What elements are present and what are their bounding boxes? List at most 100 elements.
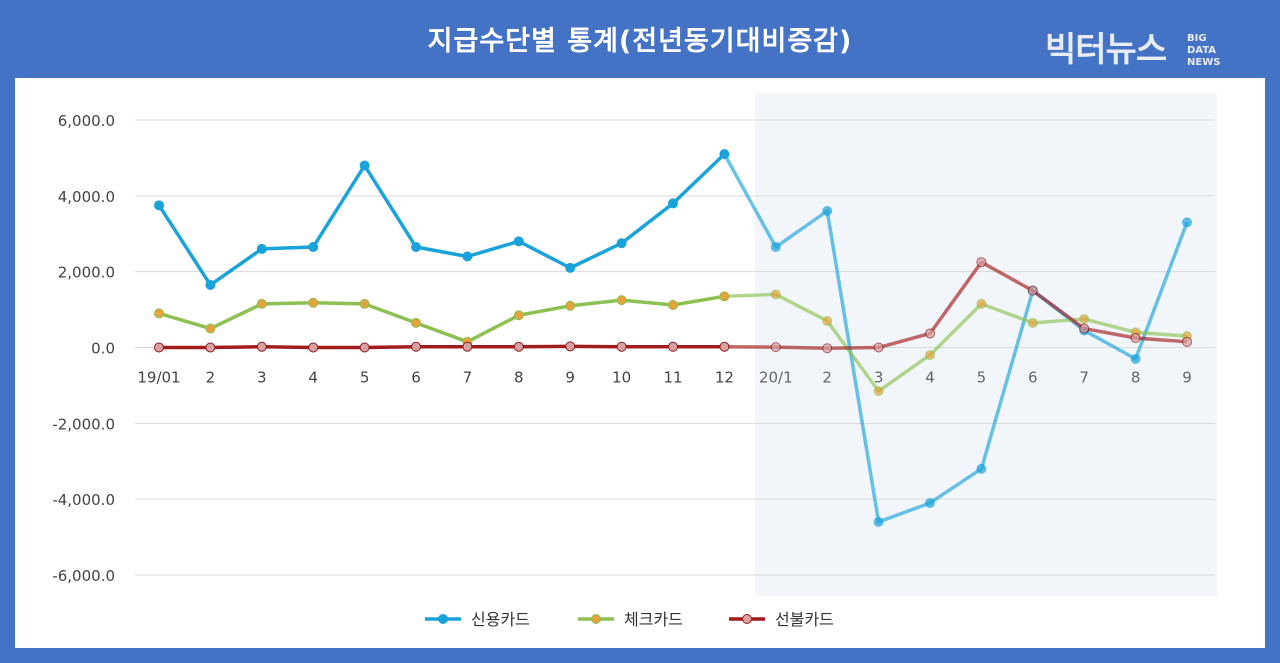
- logo-sub-line: NEWS: [1187, 57, 1221, 68]
- data-point: [513, 341, 524, 352]
- data-point: [154, 308, 164, 319]
- data-point: [719, 149, 730, 160]
- data-point: [205, 279, 216, 290]
- legend-label: 선불카드: [775, 610, 834, 629]
- logo-sub-line: DATA: [1187, 45, 1217, 56]
- series-line: [724, 292, 1188, 393]
- data-point: [308, 297, 319, 308]
- data-point: [256, 298, 267, 309]
- data-point: [256, 243, 267, 254]
- data-point: [822, 315, 833, 326]
- data-point: [565, 341, 576, 352]
- x-tick-label: 10: [612, 369, 631, 387]
- data-point: [873, 386, 884, 397]
- data-point: [719, 341, 730, 352]
- data-point: [770, 342, 781, 353]
- data-point: [1079, 323, 1090, 334]
- data-point: [462, 251, 473, 262]
- data-point: [205, 342, 216, 353]
- data-point: [976, 463, 987, 474]
- data-point: [976, 257, 987, 268]
- data-point: [668, 198, 678, 209]
- y-tick-label: 0.0: [91, 340, 115, 358]
- chart-panel: 6,000.0 4,000.0 2,000.0 0.0 -2,000.0 -4,000.0…: [15, 78, 1265, 648]
- series-line: [159, 344, 725, 350]
- data-point: [925, 497, 935, 508]
- data-point: [616, 295, 627, 306]
- logo-subtext: BIG DATA NEWS: [1187, 33, 1220, 69]
- data-point: [513, 236, 524, 247]
- y-tick-label: -6,000.0: [52, 567, 115, 585]
- data-point: [154, 200, 164, 211]
- legend-label: 체크카드: [624, 610, 683, 629]
- line-chart: 6,000.0 4,000.0 2,000.0 0.0 -2,000.0 -4,000.0…: [52, 93, 1217, 629]
- data-point: [873, 516, 884, 527]
- data-point: [154, 342, 164, 353]
- legend-swatch-marker: [742, 614, 752, 624]
- x-tick-label: 3: [257, 369, 267, 387]
- x-tick-label: 7: [463, 369, 473, 387]
- data-point: [668, 341, 678, 352]
- data-point: [359, 160, 370, 171]
- y-tick-label: -4,000.0: [52, 491, 115, 509]
- x-tick-label: 2: [206, 369, 216, 387]
- data-point: [411, 317, 421, 328]
- legend-swatch-marker: [591, 614, 601, 624]
- data-point: [1079, 314, 1090, 325]
- data-point: [308, 342, 319, 353]
- x-tick-label: 8: [514, 369, 524, 387]
- data-point: [565, 262, 576, 273]
- data-point: [513, 310, 524, 321]
- data-point: [1130, 333, 1141, 344]
- x-tick-label: 7: [1079, 369, 1089, 387]
- data-point: [565, 300, 576, 311]
- x-tick-label: 8: [1131, 369, 1141, 387]
- data-point: [925, 350, 935, 361]
- data-point: [205, 323, 216, 334]
- data-point: [616, 341, 627, 352]
- x-tick-label: 5: [360, 369, 370, 387]
- y-tick-label: 6,000.0: [58, 112, 115, 130]
- legend-swatch-marker: [438, 614, 448, 624]
- series-line: [722, 153, 1189, 524]
- data-point: [359, 342, 370, 353]
- x-tick-label: 5: [977, 369, 987, 387]
- data-point: [976, 298, 987, 309]
- logo-sub-line: BIG: [1187, 33, 1207, 44]
- data-point: [411, 341, 421, 352]
- data-point: [308, 242, 319, 253]
- y-tick-label: 4,000.0: [58, 188, 115, 206]
- data-point: [411, 242, 421, 253]
- data-point: [719, 291, 730, 302]
- data-point: [1027, 317, 1038, 328]
- x-tick-label: 2: [822, 369, 832, 387]
- x-tick-label: 3: [874, 369, 884, 387]
- data-point: [770, 289, 781, 300]
- data-point: [1182, 217, 1192, 228]
- data-point: [822, 206, 833, 216]
- data-point: [770, 242, 781, 253]
- x-tick-label: 4: [925, 369, 935, 387]
- x-tick-label: 6: [411, 369, 421, 387]
- logo-wordmark: 빅터뉴스: [1045, 30, 1167, 70]
- x-tick-label: 9: [565, 369, 575, 387]
- x-tick-label: 6: [1028, 369, 1038, 387]
- x-tick-label: 12: [715, 369, 734, 387]
- series-line: [157, 152, 726, 287]
- data-point: [462, 341, 473, 352]
- data-point: [873, 342, 884, 353]
- bigdata-news-logo: 빅터뉴스 BIG DATA NEWS: [1045, 30, 1245, 74]
- data-point: [822, 343, 833, 354]
- series-line: [724, 260, 1188, 351]
- series-line: [158, 294, 725, 344]
- data-point: [616, 238, 627, 249]
- data-point: [256, 341, 267, 352]
- data-point: [1182, 336, 1192, 347]
- x-tick-label: 4: [308, 369, 318, 387]
- data-point: [1130, 353, 1141, 364]
- y-tick-label: -2,000.0: [52, 415, 115, 433]
- legend-label: 신용카드: [471, 610, 530, 629]
- data-point: [1027, 285, 1038, 296]
- x-tick-label: 20/1: [759, 369, 793, 387]
